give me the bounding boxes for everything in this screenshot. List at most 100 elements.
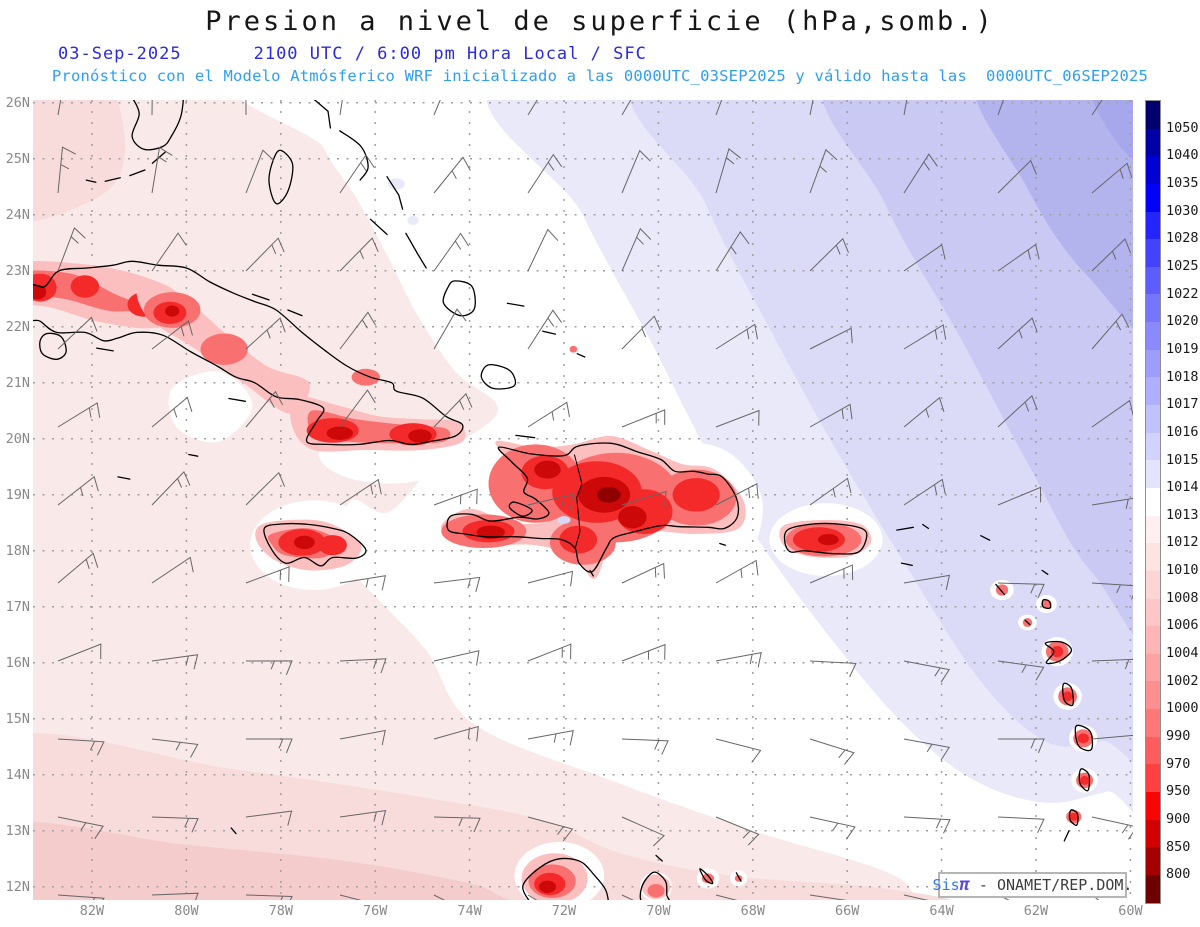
coastline — [405, 232, 427, 269]
haiti-dr-border — [573, 454, 583, 549]
valid-time-line: 03-Sep-2025 2100 UTC / 6:00 pm Hora Local… — [58, 44, 647, 64]
colorbar-segment — [1146, 819, 1160, 848]
wind-barb — [715, 148, 742, 194]
wind-barb — [1091, 734, 1133, 750]
terrain-pressure-blob — [672, 478, 720, 512]
colorbar-label: 1008 — [1166, 589, 1199, 606]
wind-barb — [997, 100, 1004, 116]
lat-tick-label: 16N — [5, 654, 30, 671]
wind-barb — [809, 237, 849, 272]
wind-barb — [527, 570, 574, 587]
wind-barb — [151, 556, 194, 584]
lon-tick-label: 82W — [79, 903, 105, 919]
colorbar-label: 970 — [1166, 755, 1191, 772]
wind-barb — [621, 409, 666, 428]
terrain-pressure-blob — [539, 880, 556, 893]
wind-barb — [151, 892, 199, 900]
wind-barb — [527, 643, 572, 662]
lon-tick-label: 80W — [174, 903, 199, 919]
pressure-shading-region — [33, 100, 125, 222]
colorbar-segment — [1146, 598, 1160, 627]
wind-barb — [245, 566, 290, 584]
colorbar-label: 1019 — [1166, 340, 1199, 357]
colorbar-label: 1006 — [1166, 617, 1199, 634]
colorbar-segment — [1146, 681, 1160, 710]
wind-barb — [715, 894, 738, 900]
wind-barb — [715, 100, 723, 116]
colorbar-label: 1030 — [1166, 202, 1199, 219]
coastline — [1044, 640, 1073, 665]
colorbar-segment — [1146, 543, 1160, 571]
pressure-shading-region — [33, 821, 511, 900]
pressure-shading-region — [168, 371, 253, 443]
coastline — [1062, 682, 1074, 707]
colorbar-segment — [1146, 626, 1160, 654]
coastline — [1078, 768, 1091, 792]
wind-barb — [997, 317, 1038, 350]
wind-barb — [151, 471, 191, 506]
coastline — [719, 542, 727, 546]
lat-tick-label: 21N — [5, 374, 30, 391]
wind-barb — [903, 660, 951, 683]
coastline — [1063, 830, 1070, 842]
wind-barb — [151, 396, 193, 428]
wind-barb — [621, 227, 652, 272]
wind-barb — [339, 389, 376, 428]
wind-barb — [151, 146, 173, 194]
wind-barb — [903, 243, 946, 272]
coastline — [699, 868, 714, 885]
wind-barb — [621, 738, 669, 755]
terrain-pressure-blob — [326, 426, 353, 440]
wind-barb — [903, 324, 947, 350]
coastline — [251, 293, 270, 301]
coastline — [1041, 569, 1049, 575]
coastline — [446, 442, 740, 573]
wind-barb — [809, 738, 855, 765]
wind-barb — [151, 320, 193, 350]
coastline — [900, 562, 913, 567]
colorbar-label: 1000 — [1166, 700, 1199, 717]
wind-barb — [245, 810, 293, 826]
terrain-pressure-blob — [618, 506, 647, 529]
wind-barb — [715, 409, 760, 428]
terrain-pressure-blob — [1077, 733, 1089, 744]
coastline — [442, 280, 476, 317]
coastline — [480, 364, 517, 390]
wind-barb — [339, 894, 362, 900]
colorbar-segment — [1146, 239, 1160, 267]
lon-tick-label: 62W — [1023, 903, 1049, 919]
terrain-pressure-blob — [200, 333, 248, 365]
wind-barb — [809, 816, 856, 840]
terrain-pressure-blob — [1051, 646, 1064, 658]
colorbar-segment — [1146, 294, 1160, 323]
lat-tick-label: 13N — [5, 822, 30, 839]
coastline — [117, 476, 131, 480]
lon-tick-label: 72W — [551, 903, 577, 919]
coastline — [228, 397, 247, 402]
colorbar-label: 1014 — [1166, 479, 1199, 496]
wind-barb — [433, 576, 481, 593]
lon-tick-label: 66W — [834, 903, 860, 919]
lat-tick-label: 12N — [5, 878, 30, 895]
lat-tick-label: 24N — [5, 206, 30, 223]
wind-barb — [57, 643, 102, 662]
wind-barb — [1091, 313, 1130, 350]
lat-tick-label: 23N — [5, 262, 30, 279]
coastline — [522, 857, 609, 900]
wind-barb — [433, 156, 471, 194]
wind-barb — [1091, 582, 1133, 600]
wind-barb — [433, 816, 481, 833]
wind-barb — [527, 493, 574, 510]
terrain-pressure-blob — [33, 284, 47, 300]
colorbar-label: 1012 — [1166, 534, 1199, 551]
wind-barb — [57, 146, 77, 194]
wind-barb — [339, 311, 377, 350]
colorbar-segment — [1146, 764, 1160, 793]
terrain-pressure-blob — [559, 525, 598, 554]
coastline — [655, 854, 663, 862]
wind-barb — [621, 643, 666, 662]
terrain-pressure-blob — [70, 275, 100, 298]
pressure-shading-region — [407, 215, 419, 225]
terrain-pressure-blob — [597, 487, 621, 503]
wind-barb — [433, 232, 470, 272]
